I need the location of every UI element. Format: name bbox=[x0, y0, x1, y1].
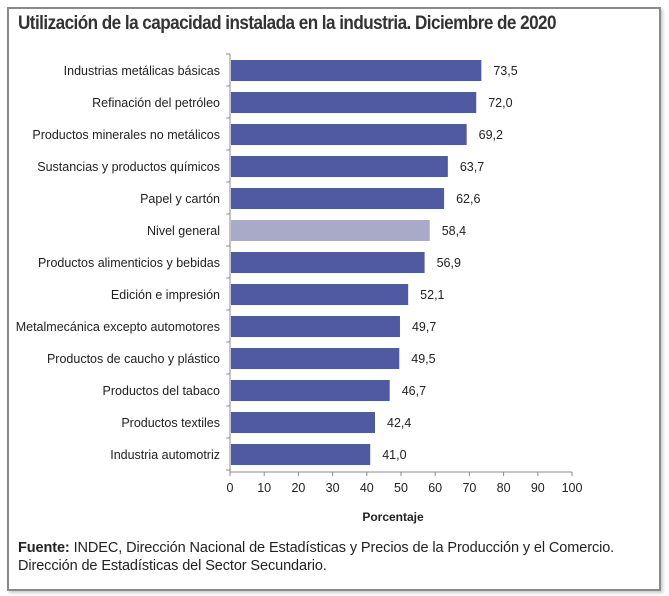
x-tick-label: 100 bbox=[562, 481, 583, 495]
category-label: Nivel general bbox=[147, 224, 220, 238]
category-label: Industria automotriz bbox=[110, 448, 220, 462]
category-label: Sustancias y productos químicos bbox=[37, 160, 220, 174]
bar bbox=[231, 188, 445, 209]
chart-title: Utilización de la capacidad instalada en… bbox=[18, 13, 557, 34]
data-label: 49,7 bbox=[412, 320, 436, 334]
x-tick-label: 10 bbox=[257, 481, 271, 495]
x-tick-label: 80 bbox=[497, 481, 511, 495]
data-label: 46,7 bbox=[402, 384, 426, 398]
data-label: 58,4 bbox=[442, 224, 466, 238]
bar bbox=[231, 252, 425, 273]
bar bbox=[231, 348, 400, 369]
category-label: Edición e impresión bbox=[111, 288, 220, 302]
source-label: Fuente: bbox=[18, 540, 70, 556]
category-label: Productos del tabaco bbox=[103, 384, 220, 398]
category-label: Productos textiles bbox=[121, 416, 220, 430]
bar bbox=[231, 124, 467, 145]
data-label: 62,6 bbox=[456, 192, 480, 206]
data-label: 73,5 bbox=[493, 64, 517, 78]
data-label: 69,2 bbox=[479, 128, 503, 142]
category-label: Productos alimenticios y bebidas bbox=[38, 256, 220, 270]
x-tick-label: 50 bbox=[394, 481, 408, 495]
data-label: 41,0 bbox=[382, 448, 406, 462]
x-tick-label: 20 bbox=[291, 481, 305, 495]
x-tick-label: 0 bbox=[227, 481, 234, 495]
bar bbox=[231, 156, 448, 177]
bar bbox=[231, 380, 390, 401]
category-label: Metalmecánica excepto automotores bbox=[16, 320, 220, 334]
category-label: Productos minerales no metálicos bbox=[32, 128, 220, 142]
bar bbox=[231, 284, 409, 305]
x-tick-label: 40 bbox=[360, 481, 374, 495]
bar bbox=[231, 444, 371, 465]
source-text: INDEC, Dirección Nacional de Estadística… bbox=[69, 540, 615, 556]
data-label: 56,9 bbox=[437, 256, 461, 270]
source-note: Fuente: INDEC, Dirección Nacional de Est… bbox=[18, 539, 614, 575]
bar bbox=[231, 60, 482, 81]
data-label: 63,7 bbox=[460, 160, 484, 174]
x-tick-label: 30 bbox=[326, 481, 340, 495]
x-tick-label: 90 bbox=[531, 481, 545, 495]
x-axis-title: Porcentaje bbox=[362, 510, 424, 524]
category-label: Papel y cartón bbox=[140, 192, 220, 206]
bar bbox=[231, 220, 430, 241]
x-tick-label: 60 bbox=[428, 481, 442, 495]
data-label: 42,4 bbox=[387, 416, 411, 430]
category-label: Refinación del petróleo bbox=[92, 96, 220, 110]
category-label: Industrias metálicas básicas bbox=[64, 64, 220, 78]
bar bbox=[231, 412, 376, 433]
bar bbox=[231, 92, 477, 113]
x-tick-label: 70 bbox=[462, 481, 476, 495]
category-label: Productos de caucho y plástico bbox=[47, 352, 220, 366]
bar bbox=[231, 316, 400, 337]
data-label: 49,5 bbox=[411, 352, 435, 366]
data-label: 52,1 bbox=[420, 288, 444, 302]
source-text-line2: Dirección de Estadísticas del Sector Sec… bbox=[18, 558, 327, 574]
data-label: 72,0 bbox=[488, 96, 512, 110]
